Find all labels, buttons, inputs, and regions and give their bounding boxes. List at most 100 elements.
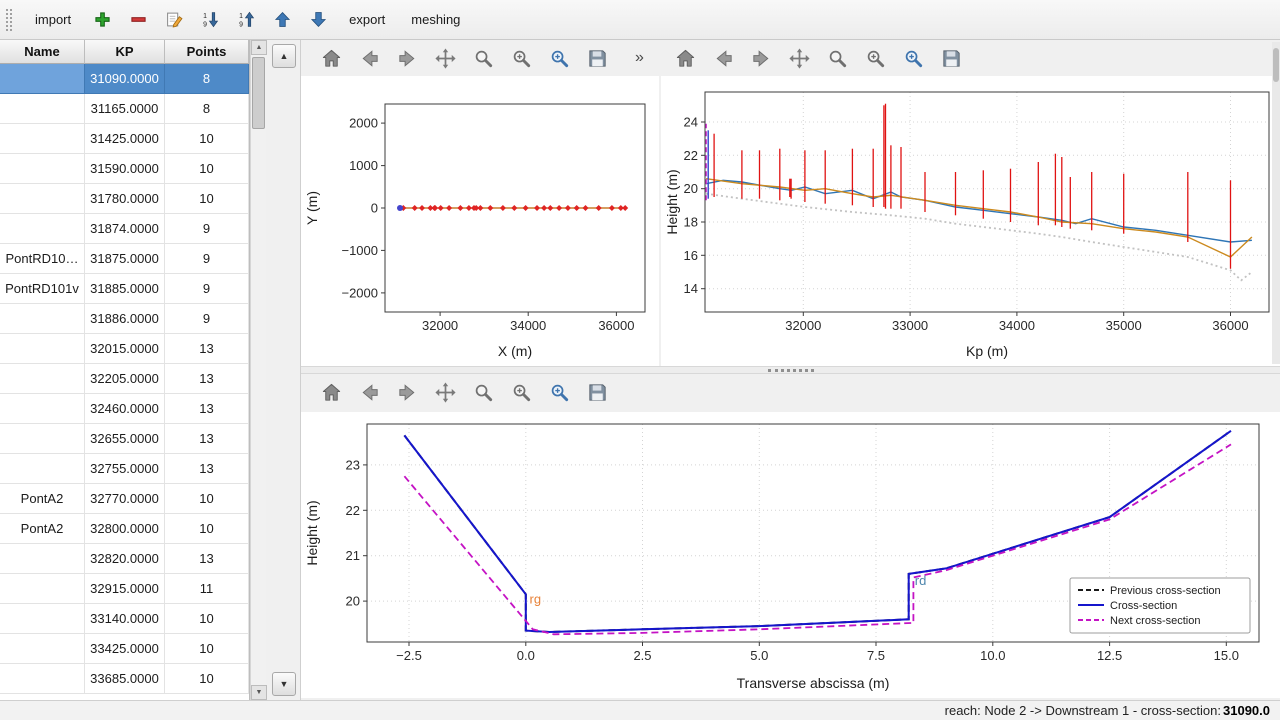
table-row[interactable]: 33685.0000 10 [0,664,249,694]
table-row[interactable]: 31780.0000 10 [0,184,249,214]
svg-text:Height (m): Height (m) [304,500,320,565]
subplots-button[interactable] [862,44,890,72]
table-row[interactable]: 31165.0000 8 [0,94,249,124]
table-row[interactable]: 33140.0000 10 [0,604,249,634]
svg-text:1: 1 [203,13,207,20]
cell-kp: 33685.0000 [85,664,165,694]
cell-points: 11 [165,574,249,604]
table-row[interactable]: 31590.0000 10 [0,154,249,184]
svg-text:20: 20 [346,594,360,609]
cell-name [0,64,85,94]
home-button[interactable] [317,44,345,72]
cell-points: 10 [165,124,249,154]
table-scrollbar[interactable]: ▲ ▼ [250,40,267,700]
svg-text:rd: rd [915,573,927,588]
table-row[interactable]: 31090.0000 8 [0,64,249,94]
table-row[interactable]: PontRD10… 31875.0000 9 [0,244,249,274]
add-cross-section-button[interactable] [88,7,116,33]
pan-button[interactable] [431,44,459,72]
cell-points: 10 [165,634,249,664]
status-cross-section-value: 31090.0 [1223,703,1270,718]
table-row[interactable]: 32915.0000 11 [0,574,249,604]
table-row[interactable]: 32015.0000 13 [0,334,249,364]
forward-icon [750,47,773,70]
table-row[interactable]: 32205.0000 13 [0,364,249,394]
cell-kp: 32205.0000 [85,364,165,394]
cell-points: 8 [165,64,249,94]
forward-button[interactable] [748,44,776,72]
cell-points: 9 [165,274,249,304]
move-row-down-button[interactable]: ▼ [272,672,296,696]
customize-button[interactable] [900,44,928,72]
table-header: Name KP Points [0,40,249,64]
forward-button[interactable] [393,44,421,72]
table-row[interactable]: 31886.0000 9 [0,304,249,334]
save-button[interactable] [938,44,966,72]
column-header-name[interactable]: Name [0,40,85,64]
table-row[interactable]: 31425.0000 10 [0,124,249,154]
cell-points: 10 [165,484,249,514]
move-up-button[interactable] [268,7,296,33]
move-down-button[interactable] [304,7,332,33]
remove-cross-section-button[interactable] [124,7,152,33]
table-row[interactable]: PontA2 32770.0000 10 [0,484,249,514]
svg-text:Transverse abscissa (m): Transverse abscissa (m) [737,675,890,691]
scroll-down-button[interactable]: ▼ [251,685,267,700]
move-row-up-button[interactable]: ▲ [272,44,296,68]
column-header-points[interactable]: Points [165,40,249,64]
customize-button[interactable] [545,44,573,72]
cell-name [0,334,85,364]
svg-text:23: 23 [346,457,360,472]
save-button[interactable] [583,378,611,406]
forward-button[interactable] [393,378,421,406]
home-button[interactable] [672,44,700,72]
pan-button[interactable] [786,44,814,72]
plan-view-chart[interactable]: 32000 34000 36000 −2000 −1000 0 1000 2000 X (m) Y… [301,76,659,366]
save-button[interactable] [583,44,611,72]
svg-text:36000: 36000 [1212,318,1248,333]
table-row[interactable]: PontA2 32800.0000 10 [0,514,249,544]
scrollbar-thumb[interactable] [252,57,265,129]
zoom-button[interactable] [824,44,852,72]
export-button[interactable]: export [340,8,394,31]
zoom-button[interactable] [469,378,497,406]
import-button[interactable]: import [26,8,80,31]
zoom-button[interactable] [469,44,497,72]
plots-scrollbar[interactable] [1272,42,1280,364]
back-button[interactable] [355,378,383,406]
toolbar-overflow-button[interactable]: » [635,49,644,66]
table-row[interactable]: 32460.0000 13 [0,394,249,424]
table-row[interactable]: 33425.0000 10 [0,634,249,664]
column-header-kp[interactable]: KP [85,40,165,64]
pan-icon [788,47,811,70]
table-row[interactable]: PontRD101v 31885.0000 9 [0,274,249,304]
customize-button[interactable] [545,378,573,406]
table-row[interactable]: 32655.0000 13 [0,424,249,454]
scroll-up-button[interactable]: ▲ [251,40,267,55]
cross-section-chart[interactable]: −2.5 0.0 2.5 5.0 7.5 10.0 12.5 15.0 20 21 22 23 Tran… [301,412,1280,698]
table-row[interactable]: 32820.0000 13 [0,544,249,574]
meshing-button[interactable]: meshing [402,8,469,31]
table-row[interactable]: 31874.0000 9 [0,214,249,244]
table-row[interactable]: 32755.0000 13 [0,454,249,484]
subplots-button[interactable] [507,44,535,72]
cell-points: 10 [165,154,249,184]
toolbar-grip[interactable] [6,8,12,31]
svg-text:−1000: −1000 [341,243,378,258]
longitudinal-profile-chart[interactable]: 32000 33000 34000 35000 36000 14 16 18 20 22 24 Kp … [661,76,1280,366]
svg-text:24: 24 [684,115,698,130]
horizontal-splitter[interactable] [301,366,1280,374]
cell-kp: 32015.0000 [85,334,165,364]
plots-scrollbar-thumb[interactable] [1273,48,1279,82]
home-button[interactable] [317,378,345,406]
cell-name [0,604,85,634]
pan-button[interactable] [431,378,459,406]
subplots-button[interactable] [507,378,535,406]
back-icon [358,381,381,404]
cell-kp: 32800.0000 [85,514,165,544]
back-button[interactable] [710,44,738,72]
back-button[interactable] [355,44,383,72]
edit-cross-section-button[interactable] [160,7,188,33]
